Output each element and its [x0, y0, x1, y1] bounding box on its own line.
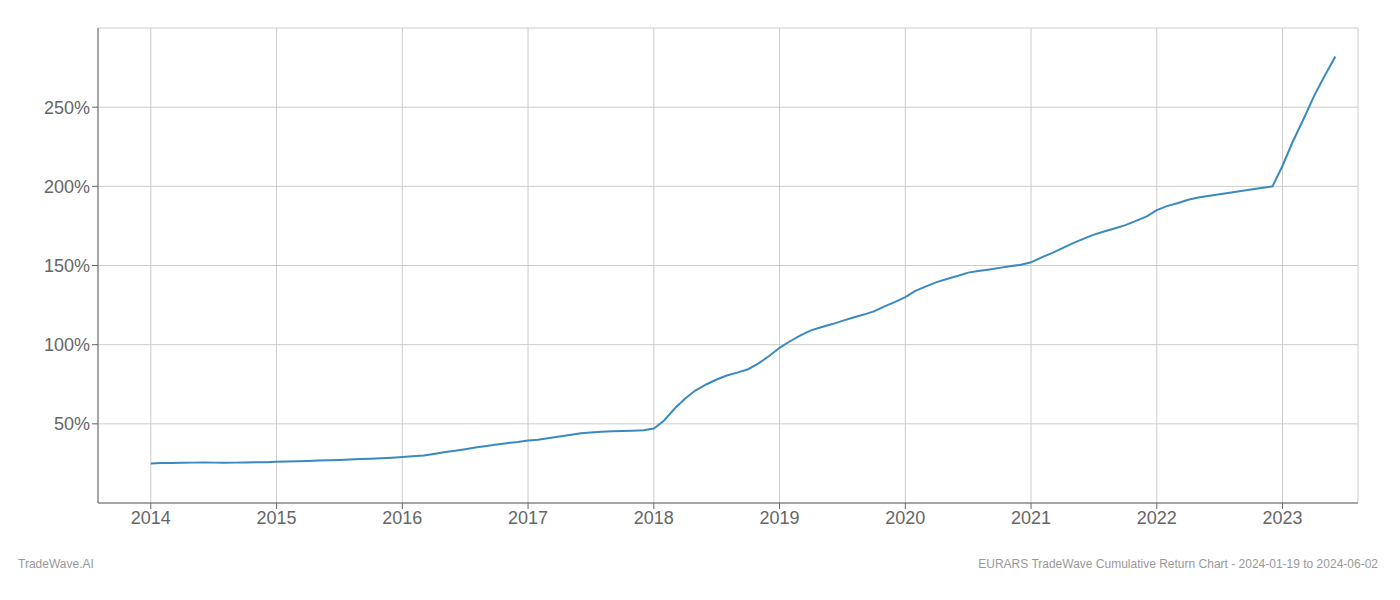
svg-text:100%: 100%: [44, 335, 90, 355]
svg-text:2018: 2018: [634, 508, 674, 528]
svg-text:2014: 2014: [131, 508, 171, 528]
svg-text:2021: 2021: [1011, 508, 1051, 528]
svg-text:250%: 250%: [44, 98, 90, 118]
svg-text:2016: 2016: [382, 508, 422, 528]
svg-text:50%: 50%: [54, 414, 90, 434]
svg-text:2015: 2015: [257, 508, 297, 528]
svg-text:2017: 2017: [508, 508, 548, 528]
svg-text:2020: 2020: [885, 508, 925, 528]
svg-text:200%: 200%: [44, 177, 90, 197]
svg-text:2019: 2019: [760, 508, 800, 528]
svg-text:2023: 2023: [1263, 508, 1303, 528]
html-text:EURARS TradeWave Cumulative Re: EURARS TradeWave Cumulative Return Chart…: [978, 557, 1378, 571]
html-text:TradeWave.AI: TradeWave.AI: [18, 557, 94, 571]
svg-text:2022: 2022: [1137, 508, 1177, 528]
svg-text:150%: 150%: [44, 256, 90, 276]
